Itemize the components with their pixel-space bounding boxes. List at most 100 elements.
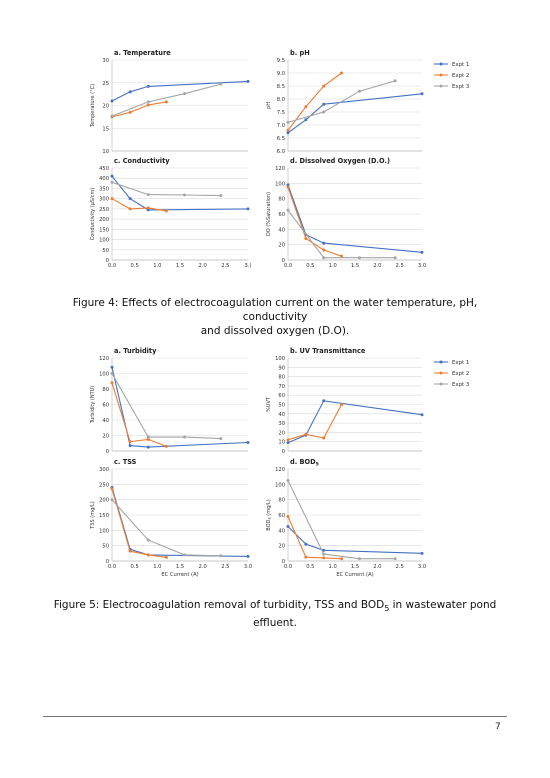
y-tick-label: 150 <box>99 227 109 233</box>
series-line-expt-2 <box>287 72 342 131</box>
x-tick-label: 0.5 <box>131 564 139 570</box>
y-tick-label: 9.5 <box>277 58 285 64</box>
series-line-expt-2 <box>287 516 342 560</box>
data-point-expt-2 <box>322 436 326 440</box>
x-tick-label: 3.0 <box>418 263 426 269</box>
figure-4-caption: Figure 4: Effects of electrocoagulation … <box>40 296 510 338</box>
data-point-expt-1 <box>110 174 114 178</box>
series-line-expt-2 <box>111 488 167 558</box>
data-point-expt-3 <box>393 557 397 561</box>
y-tick-label: 300 <box>99 467 109 473</box>
figure-5-caption-line-1: Figure 5: Electrocoagulation removal of … <box>40 598 510 616</box>
y-tick-label: 100 <box>275 181 285 187</box>
y-tick-label: 6.0 <box>277 149 285 155</box>
x-tick-label: 0.5 <box>131 263 139 269</box>
y-tick-label: 100 <box>99 372 109 378</box>
y-tick-label: 100 <box>99 238 109 244</box>
y-tick-label: 8.5 <box>277 84 285 90</box>
legend-label-expt-3: Expt 3 <box>452 84 469 90</box>
x-tick-label: 1.0 <box>153 263 161 269</box>
data-point-expt-1 <box>286 525 290 528</box>
y-tick-label: 100 <box>99 528 109 534</box>
y-tick-label: 30 <box>278 421 285 427</box>
y-axis-label: %UVT <box>266 396 272 412</box>
data-point-expt-1 <box>286 441 290 445</box>
y-tick-label: 60 <box>278 513 285 519</box>
data-point-expt-1 <box>246 440 250 444</box>
data-point-expt-2 <box>146 553 150 557</box>
y-tick-label: 60 <box>102 403 109 409</box>
data-point-expt-2 <box>304 555 308 559</box>
chart-title: d. Dissolved Oxygen (D.O.) <box>290 157 390 165</box>
series-line-expt-3 <box>111 83 221 117</box>
data-point-expt-2 <box>322 84 326 88</box>
data-point-expt-2 <box>164 555 168 559</box>
chart-title: a. Turbidity <box>114 347 157 355</box>
data-point-expt-2 <box>164 444 168 448</box>
data-point-expt-1 <box>304 118 308 122</box>
y-tick-label: 200 <box>99 498 109 504</box>
data-point-expt-2 <box>146 103 150 107</box>
data-point-expt-1 <box>146 445 150 449</box>
chart-title: c. Conductivity <box>114 157 170 165</box>
data-point-expt-2 <box>286 185 290 189</box>
data-point-expt-2 <box>322 556 326 560</box>
x-tick-label: 0.5 <box>306 263 314 269</box>
data-point-expt-3 <box>146 193 150 197</box>
data-point-expt-3 <box>183 193 187 197</box>
y-tick-label: 9.0 <box>277 71 285 77</box>
data-point-expt-2 <box>286 438 290 442</box>
x-tick-label: 3.( <box>245 263 252 269</box>
y-tick-label: 6.5 <box>277 136 285 142</box>
y-tick-label: 120 <box>99 356 109 362</box>
y-tick-label: 25 <box>102 81 109 87</box>
figure-5-caption-text: Figure 5: Electrocoagulation removal of … <box>53 599 385 611</box>
data-point-expt-1 <box>322 399 326 403</box>
data-point-expt-1 <box>128 444 132 448</box>
series-line-expt-3 <box>287 480 396 560</box>
data-point-expt-3 <box>219 437 223 441</box>
x-axis-label: EC Current (A) <box>161 572 198 578</box>
chart-panel-1: 10 15 20 25 30 a. Temperature Temperature (°C) <box>90 49 250 155</box>
data-point-expt-3 <box>286 479 290 482</box>
y-tick-label: 80 <box>278 498 285 504</box>
series-line-expt-1 <box>111 367 249 448</box>
series-line-expt-1 <box>287 93 423 134</box>
y-tick-label: 100 <box>275 356 285 362</box>
x-tick-label: 0.0 <box>108 564 116 570</box>
y-tick-label: 20 <box>278 544 285 550</box>
data-point-expt-2 <box>304 237 308 241</box>
y-tick-label: 50 <box>102 248 109 254</box>
data-point-expt-1 <box>110 99 114 103</box>
y-tick-label: 0 <box>106 559 109 565</box>
data-point-expt-2 <box>164 100 168 104</box>
legend-label-expt-2: Expt 2 <box>452 73 469 79</box>
series-line-expt-2 <box>287 187 342 257</box>
x-tick-label: 2.5 <box>396 263 404 269</box>
series-line-expt-2 <box>111 382 167 447</box>
page-number: 7 <box>495 722 501 732</box>
x-tick-label: 1.5 <box>176 263 184 269</box>
chart-panel-7: 0 50 100 150 200 250 300 0.0 0.5 1.0 1.5 2.0 2.5 3.0 c… <box>90 458 252 578</box>
data-point-expt-3 <box>357 256 361 260</box>
data-point-expt-2 <box>146 206 150 210</box>
y-tick-label: 15 <box>102 126 109 132</box>
data-point-expt-3 <box>219 554 223 558</box>
series-line-expt-2 <box>111 198 167 212</box>
data-point-expt-2 <box>286 515 290 519</box>
data-point-expt-2 <box>304 105 308 109</box>
y-tick-label: 400 <box>99 176 109 182</box>
data-point-expt-1 <box>286 183 290 187</box>
data-point-expt-3 <box>183 553 187 557</box>
data-point-expt-2 <box>322 248 326 252</box>
x-tick-label: 0.5 <box>306 564 314 570</box>
data-point-expt-1 <box>420 92 424 96</box>
y-tick-label: 20 <box>278 430 285 436</box>
series-line-expt-2 <box>111 101 167 118</box>
series-line-expt-1 <box>111 175 249 211</box>
figure-5-caption-line-2: effluent. <box>253 617 297 630</box>
data-point-expt-3 <box>146 538 150 542</box>
series-line-expt-3 <box>287 80 396 123</box>
data-point-expt-2 <box>110 487 114 491</box>
